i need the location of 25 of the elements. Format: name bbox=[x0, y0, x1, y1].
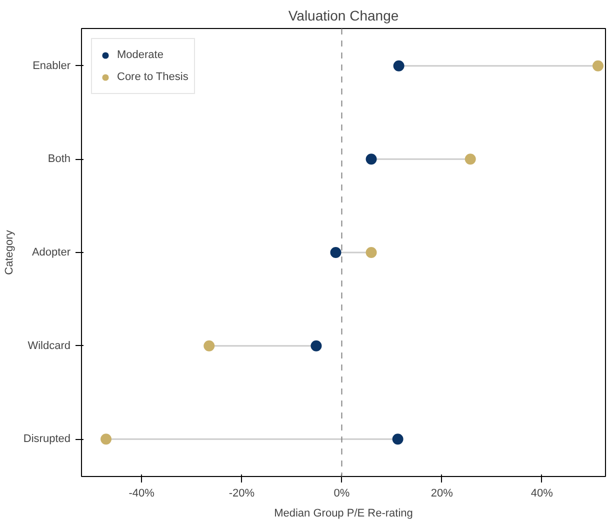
point bbox=[310, 340, 322, 352]
y-axis-title: Category bbox=[3, 230, 16, 275]
x-tick-label: 40% bbox=[530, 488, 554, 500]
y-tick-label: Adopter bbox=[32, 246, 71, 258]
legend-label: Core to Thesis bbox=[117, 71, 188, 83]
y-tick-label: Disrupted bbox=[23, 433, 70, 446]
chart-title: Valuation Change bbox=[288, 8, 399, 24]
y-tick-label: Enabler bbox=[32, 60, 71, 72]
y-tick-label: Wildcard bbox=[28, 340, 71, 352]
point bbox=[100, 434, 112, 445]
x-tick-label: 0% bbox=[334, 488, 350, 500]
point bbox=[330, 247, 342, 258]
point bbox=[393, 60, 404, 72]
point bbox=[366, 154, 377, 165]
point bbox=[392, 434, 404, 445]
x-axis-title: Median Group P/E Re-rating bbox=[274, 508, 413, 520]
y-tick-label: Both bbox=[48, 153, 71, 166]
legend-label: Moderate bbox=[117, 49, 164, 61]
x-tick-label: -20% bbox=[228, 488, 255, 500]
point bbox=[204, 340, 215, 352]
point bbox=[464, 154, 476, 165]
x-tick-label: 20% bbox=[430, 488, 454, 500]
x-tick-label: -40% bbox=[128, 488, 155, 500]
point bbox=[592, 60, 604, 72]
point bbox=[366, 247, 377, 258]
